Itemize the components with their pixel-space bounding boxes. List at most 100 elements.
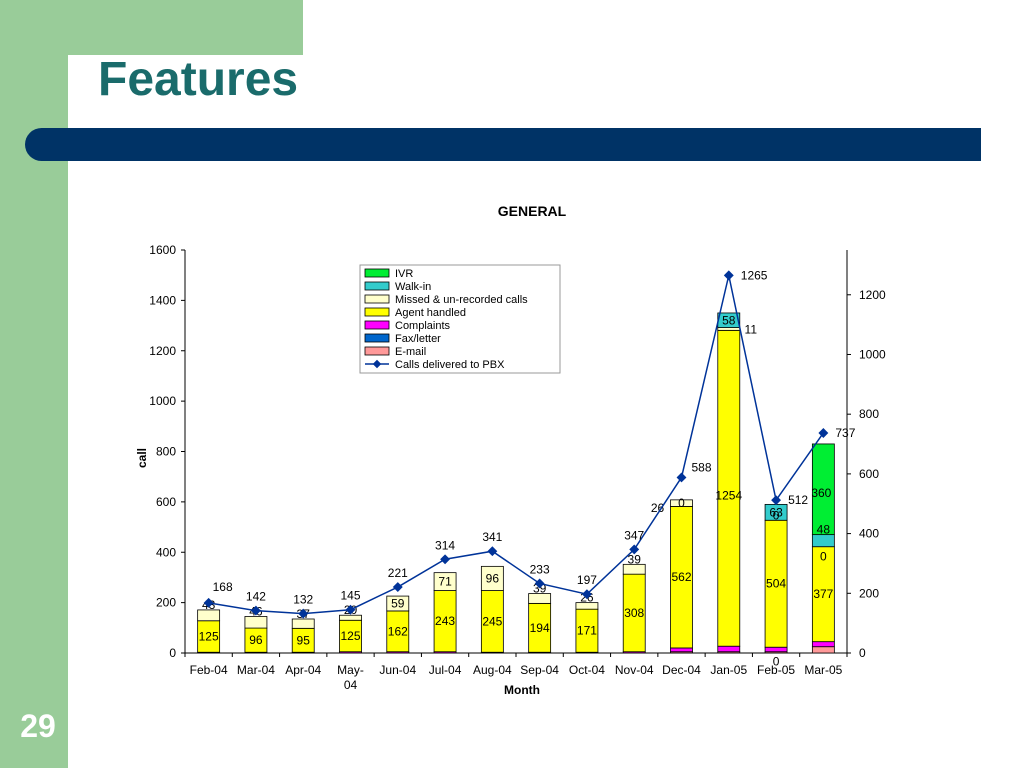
bar-missed-un-recorded-calls: [528, 593, 552, 604]
x-tick-label: Nov-04: [615, 663, 654, 677]
line-data-label: 132: [293, 593, 313, 607]
line-marker: [581, 589, 592, 600]
bar-data-label: 0: [678, 496, 685, 510]
line-data-label: 233: [530, 562, 550, 576]
header-bar: [25, 128, 981, 161]
line-data-label: 221: [388, 566, 408, 580]
x-tick-label: May-: [337, 663, 364, 677]
bar-complaints: [764, 646, 788, 653]
legend-swatch: [364, 346, 390, 356]
bar-complaints: [717, 645, 741, 653]
line-data-label: 145: [340, 589, 360, 603]
line-data-label: 142: [246, 590, 266, 604]
bar-missed-un-recorded-calls: [670, 499, 693, 507]
bar-data-label: 194: [530, 621, 550, 635]
legend-label: E-mail: [395, 346, 426, 358]
legend-label: Fax/letter: [395, 333, 441, 345]
bar-missed-un-recorded-calls: [197, 609, 221, 622]
legend-label: Agent handled: [395, 307, 466, 319]
y2-tick-label: 0: [859, 646, 866, 660]
x-tick-label: Mar-04: [237, 663, 275, 677]
bar-missed-un-recorded-calls: [717, 327, 741, 331]
line-data-label: 314: [435, 538, 455, 552]
y2-tick-label: 600: [859, 467, 879, 481]
chart-plot-area: 0 200 400 600 800 1000 1200 1400 1600 0 200 400 600 8…: [149, 243, 886, 692]
bar-data-label: 1254: [715, 488, 742, 502]
bar-data-label: 96: [249, 633, 263, 647]
y-tick-label: 400: [156, 545, 176, 559]
legend-swatch: [364, 294, 390, 304]
x-tick-label: Feb-04: [190, 663, 228, 677]
left-side-bar: [0, 0, 68, 768]
x-tick-label: Dec-04: [662, 663, 701, 677]
line-data-label: 197: [577, 573, 597, 587]
y2-tick-label: 800: [859, 407, 879, 421]
bar-data-label: 39: [628, 552, 642, 566]
y2-tick-label: 1200: [859, 288, 886, 302]
bar-missed-un-recorded-calls: [386, 595, 410, 612]
line-marker: [250, 605, 261, 616]
line-marker: [392, 582, 403, 592]
line-data-label: 588: [692, 460, 712, 474]
legend-label: Missed & un-recorded calls: [395, 294, 528, 306]
line-data-label: 168: [213, 580, 233, 594]
line-marker: [629, 544, 640, 555]
x-tick-label: Jun-04: [379, 663, 416, 677]
bar-data-label: 11: [745, 323, 758, 337]
line-marker: [771, 495, 782, 506]
bar-data-label: 0: [773, 508, 780, 522]
bar-data-label: 0: [773, 655, 780, 669]
legend-label: Walk-in: [395, 281, 431, 293]
bar-data-label: 0: [820, 550, 827, 564]
bar-data-label: 48: [817, 523, 831, 537]
x-axis-label: Month: [504, 683, 540, 697]
bar-missed-un-recorded-calls: [339, 614, 362, 621]
line-data-label: 347: [624, 528, 644, 542]
bar-data-label: 125: [199, 630, 219, 644]
bar-data-label: 243: [435, 614, 455, 628]
y-tick-label: 600: [156, 495, 176, 509]
line-marker: [298, 608, 309, 619]
bar-data-label: 63: [769, 505, 783, 519]
line-marker: [487, 546, 498, 557]
bar-missed-un-recorded-calls: [622, 563, 646, 575]
line-marker: [676, 472, 687, 483]
bar-data-label: 360: [811, 486, 831, 500]
bar-missed-un-recorded-calls: [480, 565, 504, 591]
bar-data-label: 26: [651, 501, 665, 515]
y-tick-label: 1600: [149, 243, 176, 257]
slide-title: Features: [98, 53, 299, 106]
x-tick-label: Aug-04: [473, 663, 512, 677]
top-accent-bar: [68, 0, 303, 55]
line-data-label: 737: [835, 426, 855, 440]
bar-data-label: 59: [391, 597, 405, 611]
bar-data-label: 245: [482, 614, 502, 628]
y-tick-label: 0: [169, 646, 176, 660]
legend-swatch: [364, 281, 390, 291]
line-marker: [534, 578, 545, 589]
y-tick-label: 1000: [149, 394, 176, 408]
bar-ivr: [811, 443, 835, 536]
bar-data-label: 308: [624, 606, 644, 620]
bar-complaints: [670, 647, 693, 653]
x-tick-label: 04: [344, 678, 358, 692]
legend-box: [359, 264, 561, 374]
line-marker: [818, 428, 829, 438]
legend-label: Calls delivered to PBX: [395, 359, 505, 371]
legend-swatch: [364, 307, 390, 317]
bar-data-label: 562: [671, 570, 691, 584]
y-tick-label: 1200: [149, 344, 176, 358]
x-tick-label: Sep-04: [520, 663, 559, 677]
legend-line-marker: [372, 359, 382, 369]
bar-missed-un-recorded-calls: [433, 572, 457, 591]
y2-tick-label: 1000: [859, 347, 886, 361]
legend-label: IVR: [395, 268, 413, 280]
y-tick-label: 200: [156, 596, 176, 610]
x-tick-label: Apr-04: [285, 663, 321, 677]
bar-data-label: 162: [388, 624, 408, 638]
x-tick-label: Jul-04: [429, 663, 462, 677]
bar-data-label: 58: [722, 313, 736, 327]
bar-complaints: [811, 641, 835, 648]
bar-missed-un-recorded-calls: [244, 616, 268, 629]
bar-data-label: 504: [766, 577, 786, 591]
